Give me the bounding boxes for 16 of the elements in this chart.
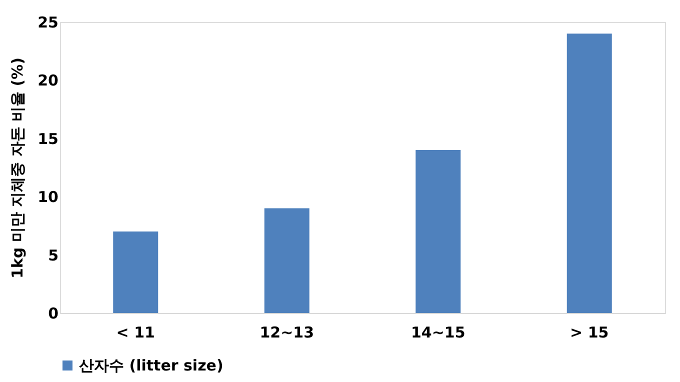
x-tick-label: 12~13 <box>260 324 314 342</box>
bar <box>264 208 310 313</box>
y-axis-title: 1kg 미만 지체중 자돈 비율 (%) <box>8 57 27 279</box>
y-tick-label: 15 <box>38 130 58 148</box>
y-tick-label: 20 <box>38 72 58 90</box>
y-tick-label: 10 <box>38 188 58 206</box>
x-tick-label: > 15 <box>570 324 609 342</box>
bar <box>566 34 612 313</box>
y-tick-label: 0 <box>48 304 58 322</box>
y-tick-label: 25 <box>38 14 58 32</box>
bar <box>113 232 158 313</box>
x-tick-label: < 11 <box>116 324 155 342</box>
bar <box>416 150 461 313</box>
y-tick-label: 5 <box>48 246 58 264</box>
x-tick-label: 14~15 <box>410 324 466 342</box>
legend-label: 산자수 (litter size) <box>79 356 224 374</box>
